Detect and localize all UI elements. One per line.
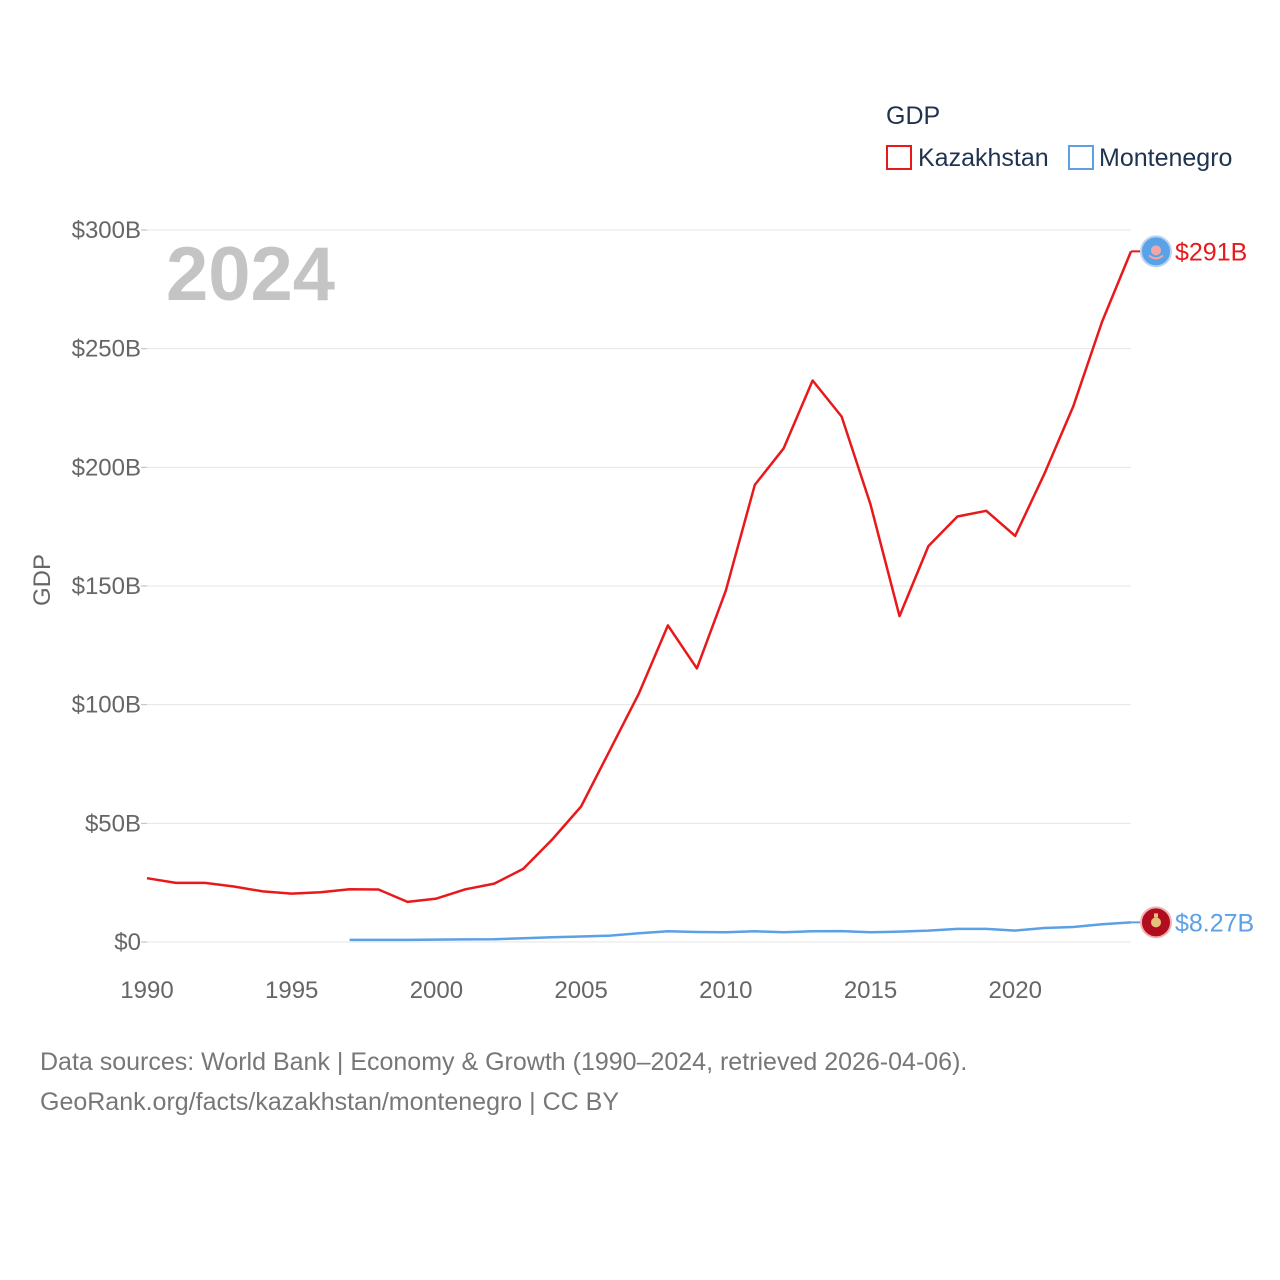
legend-swatch-kazakhstan[interactable] xyxy=(886,145,912,170)
series-line-kazakhstan[interactable] xyxy=(146,250,1133,904)
end-label-montenegro: $8.27B xyxy=(1175,909,1254,937)
legend-swatch-montenegro[interactable] xyxy=(1068,145,1094,170)
x-tick-label: 2005 xyxy=(554,977,607,1004)
y-tick-label: $250B xyxy=(72,336,141,363)
legend: GDP Kazakhstan Montenegro xyxy=(886,102,1232,172)
source-line-1: Data sources: World Bank | Economy & Gro… xyxy=(40,1048,968,1076)
y-tick-label: $0 xyxy=(114,929,141,956)
y-tick-label: $200B xyxy=(72,454,141,481)
series-lines xyxy=(146,250,1133,942)
y-axis-ticks: $0 $50B $100B $150B $200B $250B $300B xyxy=(72,217,147,956)
x-tick-label: 1990 xyxy=(120,977,173,1004)
y-tick-label: $300B xyxy=(72,217,141,244)
x-tick-label: 2000 xyxy=(410,977,463,1004)
legend-title: GDP xyxy=(886,102,940,130)
x-tick-label: 1995 xyxy=(265,977,318,1004)
y-tick-label: $150B xyxy=(72,573,141,600)
x-tick-label: 2015 xyxy=(844,977,897,1004)
series-line-montenegro[interactable] xyxy=(349,921,1132,942)
data-source-note: Data sources: World Bank | Economy & Gro… xyxy=(40,1042,967,1122)
montenegro-flag-icon xyxy=(1140,906,1172,939)
legend-label-kazakhstan[interactable]: Kazakhstan xyxy=(918,144,1049,172)
gridlines xyxy=(147,229,1131,943)
legend-label-montenegro[interactable]: Montenegro xyxy=(1099,144,1232,172)
end-label-kazakhstan: $291B xyxy=(1175,238,1247,266)
x-axis-ticks: 1990 1995 2000 2005 2010 2015 2020 xyxy=(120,977,1042,1004)
x-tick-label: 2020 xyxy=(989,977,1042,1004)
source-line-2[interactable]: GeoRank.org/facts/kazakhstan/montenegro … xyxy=(40,1088,620,1116)
year-label: 2024 xyxy=(166,232,335,317)
gdp-line-chart: $0 $50B $100B $150B $200B $250B $300B 1990 1995… xyxy=(29,102,1254,1004)
y-axis-title: GDP xyxy=(29,554,56,606)
kazakhstan-flag-icon xyxy=(1140,235,1172,268)
x-tick-label: 2010 xyxy=(699,977,752,1004)
y-tick-label: $50B xyxy=(85,810,141,837)
y-tick-label: $100B xyxy=(72,692,141,719)
end-markers: $291B $8.27B xyxy=(1131,235,1254,939)
